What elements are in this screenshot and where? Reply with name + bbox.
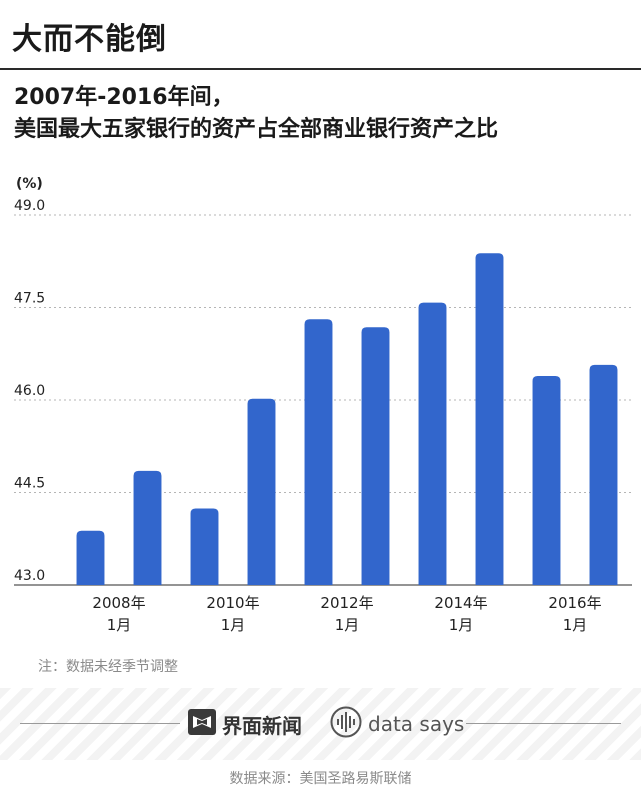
bar	[133, 470, 162, 585]
footer-line-left	[20, 723, 180, 724]
y-tick-label: 47.5	[14, 291, 45, 307]
y-tick-label: 49.0	[14, 198, 45, 214]
subtitle-line1: 2007年-2016年间，	[14, 85, 234, 110]
bar	[361, 327, 390, 585]
header-divider	[0, 68, 641, 70]
y-tick-label: 43.0	[14, 568, 45, 584]
bar	[418, 302, 447, 585]
bar	[247, 398, 276, 585]
x-tick-label-year: 2014年	[434, 594, 487, 612]
chart-subtitle: 2007年-2016年间， 美国最大五家银行的资产占全部商业银行资产之比	[14, 82, 498, 146]
x-tick-label-month: 1月	[449, 616, 474, 634]
header-title: 大而不能倒	[12, 22, 167, 57]
x-tick-label-year: 2010年	[206, 594, 259, 612]
x-tick-label-month: 1月	[335, 616, 360, 634]
bar	[76, 530, 105, 585]
brand-jiemian-label: 界面新闻	[222, 713, 302, 738]
waveform-icon	[330, 706, 362, 742]
x-tick-label-year: 2016年	[548, 594, 601, 612]
brand-datasays-label: data says	[368, 712, 465, 736]
x-tick-label-year: 2012年	[320, 594, 373, 612]
bar	[190, 508, 219, 585]
header: 大而不能倒	[0, 0, 641, 68]
x-tick-label-month: 1月	[221, 616, 246, 634]
bar	[532, 375, 561, 585]
footer-band	[0, 688, 641, 760]
data-source: 数据来源：美国圣路易斯联储	[229, 771, 412, 787]
x-tick-label-month: 1月	[107, 616, 132, 634]
y-tick-label: 46.0	[14, 383, 45, 399]
brand-jiemian: 界面新闻	[188, 708, 302, 740]
bar-chart: (%) 43.0 44.5 46.0 47.5 49.0 2008年 1月 2010年 1月 201…	[14, 176, 632, 634]
jiemian-logo-icon	[188, 709, 216, 739]
bar	[475, 253, 504, 585]
x-tick-label-month: 1月	[563, 616, 588, 634]
footer-line-right	[466, 723, 621, 724]
bar	[304, 319, 333, 585]
y-axis-label: (%)	[16, 176, 43, 192]
subtitle-line2: 美国最大五家银行的资产占全部商业银行资产之比	[14, 117, 499, 142]
brand-datasays: data says	[330, 706, 465, 742]
x-tick-label-year: 2008年	[92, 594, 145, 612]
y-tick-label: 44.5	[14, 476, 45, 492]
bar	[589, 364, 618, 585]
chart-note: 注：数据未经季节调整	[38, 659, 178, 675]
